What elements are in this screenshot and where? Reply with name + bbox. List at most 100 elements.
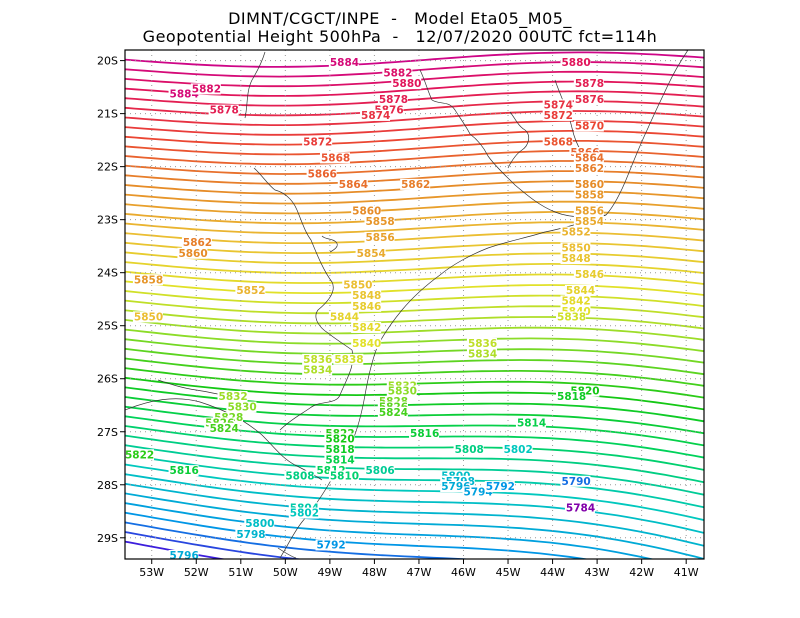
contour-label: 5844 — [330, 311, 359, 323]
contour-label: 5818 — [557, 391, 586, 403]
contour-label: 5838 — [334, 354, 363, 366]
contour-label-bg — [351, 205, 382, 217]
contour-label-bg — [351, 337, 382, 349]
contour-label-bg — [484, 481, 515, 493]
contour-label-bg — [560, 242, 591, 254]
contour-label-bg — [462, 486, 493, 498]
lon-tick-label: 45W — [496, 566, 521, 579]
contour-line — [125, 502, 655, 559]
contour-label: 5846 — [575, 269, 604, 281]
lon-tick-label: 53W — [139, 566, 164, 579]
contour-line — [125, 160, 704, 175]
contour-label: 5798 — [236, 529, 265, 541]
contour-label: 5854 — [575, 216, 604, 228]
contour-label-bg — [542, 99, 573, 111]
lon-tick-label: 48W — [362, 566, 387, 579]
lon-tick-label: 44W — [540, 566, 565, 579]
contour-label: 5864 — [339, 179, 368, 191]
lat-tick-label: 26S — [97, 373, 118, 386]
contour-label: 5790 — [561, 476, 590, 488]
contour-label-bg — [208, 422, 239, 434]
contour-label: 5866 — [308, 168, 337, 180]
contour-label: 5850 — [343, 280, 372, 292]
contour-line — [125, 200, 704, 215]
contour-line — [125, 80, 704, 97]
contour-label: 5856 — [366, 232, 395, 244]
contour-label-bg — [177, 247, 208, 259]
contour-label: 5838 — [557, 311, 586, 323]
contour-label-bg — [235, 528, 266, 540]
lon-tick-label: 47W — [407, 566, 432, 579]
contour-label-bg — [409, 428, 440, 440]
contour-label: 5834 — [303, 364, 332, 376]
contour-label: 5878 — [575, 78, 604, 90]
contour-label-bg — [208, 104, 239, 116]
contour-label-bg — [560, 295, 591, 307]
contour-label: 5836 — [468, 338, 497, 350]
contour-label-bg — [382, 67, 413, 79]
contour-label-bg — [453, 443, 484, 455]
contour-label: 5870 — [575, 121, 604, 133]
contour-label: 5878 — [379, 94, 408, 106]
contour-label: 5860 — [178, 248, 207, 260]
contour-label-bg — [573, 215, 604, 227]
lon-tick-label: 46W — [451, 566, 476, 579]
contour-label: 5852 — [561, 227, 590, 239]
contour-label: 5814 — [325, 455, 354, 467]
contour-label: 5880 — [561, 57, 590, 69]
lon-tick-label: 42W — [629, 566, 654, 579]
contour-line — [125, 531, 305, 559]
contour-label-bg — [226, 401, 257, 413]
contour-label-bg — [556, 311, 587, 323]
contour-label-bg — [573, 205, 604, 217]
contour-label-bg — [306, 168, 337, 180]
contour-line — [125, 309, 704, 330]
contour-label-bg — [342, 279, 373, 291]
contour-label-bg — [377, 406, 408, 418]
contour-label: 5832 — [219, 391, 248, 403]
contour-line — [125, 231, 704, 244]
contour-label-bg — [573, 94, 604, 106]
contour-label: 5868 — [544, 136, 573, 148]
contour-label: 5884 — [330, 57, 359, 69]
contour-lines — [125, 51, 704, 559]
contour-label: 5820 — [325, 433, 354, 445]
contour-label-bg — [355, 247, 386, 259]
contour-label: 5850 — [134, 311, 163, 323]
contour-label: 5878 — [210, 105, 239, 117]
contour-label: 5844 — [566, 285, 595, 297]
contour-label-bg — [328, 470, 359, 482]
contour-label-bg — [328, 311, 359, 323]
contour-label: 5848 — [561, 253, 590, 265]
contour-label-bg — [351, 290, 382, 302]
contour-label-bg — [288, 507, 319, 519]
contour-label: 5816 — [170, 465, 199, 477]
contour-line — [125, 521, 475, 559]
latitude-axis: 20S 21S 22S 23S 24S 25S 26S 27S 28S 29S — [97, 55, 125, 545]
contour-label: 5836 — [303, 354, 332, 366]
contour-label: 5802 — [290, 508, 319, 520]
contour-line — [125, 170, 704, 185]
contour-label-bg — [573, 162, 604, 174]
contour-label-bg — [302, 364, 333, 376]
contour-label-bg — [502, 443, 533, 455]
contour-label: 5858 — [366, 216, 395, 228]
lon-tick-label: 49W — [317, 566, 342, 579]
contour-line — [125, 338, 704, 364]
contour-label: 5860 — [352, 205, 381, 217]
contour-label: 5802 — [504, 444, 533, 456]
contour-line — [125, 319, 704, 341]
contour-line — [125, 120, 704, 136]
lon-tick-label: 43W — [585, 566, 610, 579]
contour-label: 5846 — [352, 301, 381, 313]
contour-line — [125, 61, 704, 78]
contour-label: 5882 — [383, 68, 412, 80]
contour-label-bg — [560, 253, 591, 265]
contour-label-bg — [125, 449, 154, 461]
contour-line — [125, 396, 704, 435]
contour-label: 5840 — [352, 338, 381, 350]
contour-label-bg — [337, 178, 368, 190]
contour-label: 5874 — [544, 99, 573, 111]
contour-label-bg — [400, 178, 431, 190]
contour-line — [125, 482, 704, 547]
